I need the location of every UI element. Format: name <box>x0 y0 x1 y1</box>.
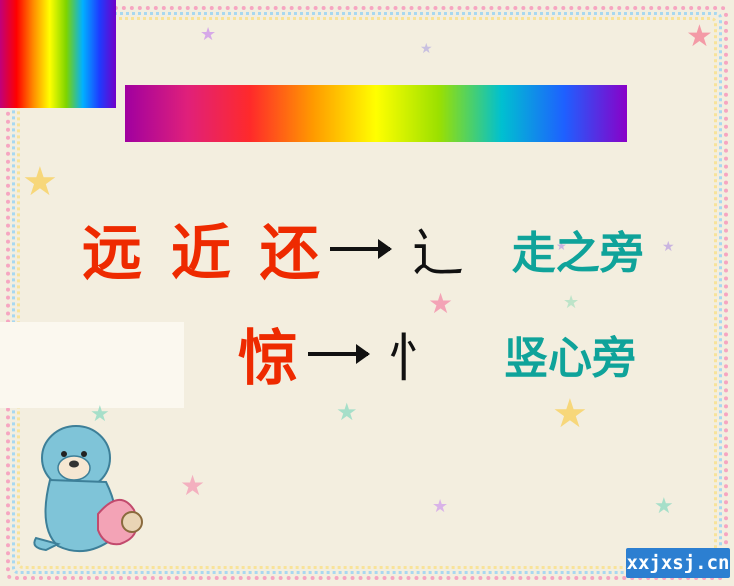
decorative-border <box>6 6 728 580</box>
example-characters: 惊 <box>238 324 302 394</box>
radical-row-1: 远 近 还 辶 走之旁 <box>82 205 644 292</box>
star-icon: ★ <box>563 292 580 313</box>
arrow-right-icon <box>308 334 370 374</box>
example-characters: 远 近 还 <box>82 219 324 289</box>
rainbow-square <box>0 0 116 108</box>
decorative-border <box>12 12 722 574</box>
decorative-border <box>17 17 717 569</box>
radical-glyph: 辶 <box>411 224 464 284</box>
star-icon: ★ <box>432 496 449 517</box>
star-icon: ★ <box>686 19 713 54</box>
star-icon: ★ <box>336 398 358 426</box>
star-icon: ★ <box>556 239 567 253</box>
star-icon: ★ <box>662 239 675 255</box>
arrow-right-icon <box>329 229 392 269</box>
blank-block <box>0 322 184 408</box>
star-icon: ★ <box>22 159 58 205</box>
star-icon: ★ <box>420 41 433 57</box>
star-icon: ★ <box>552 391 588 437</box>
radical-row-2: 惊 忄 竖心旁 <box>238 310 636 397</box>
seal-mascot-illustration <box>33 425 143 553</box>
star-icon: ★ <box>654 494 674 519</box>
rainbow-title-bar <box>125 85 627 142</box>
site-watermark: xxjxsj.cn <box>626 548 730 578</box>
star-icon: ★ <box>90 402 110 427</box>
star-icon: ★ <box>200 24 217 45</box>
radical-name: 竖心旁 <box>504 332 637 384</box>
radical-name: 走之旁 <box>511 227 644 279</box>
radical-glyph: 忄 <box>388 329 441 389</box>
star-icon: ★ <box>428 287 454 320</box>
star-icon: ★ <box>180 469 206 502</box>
